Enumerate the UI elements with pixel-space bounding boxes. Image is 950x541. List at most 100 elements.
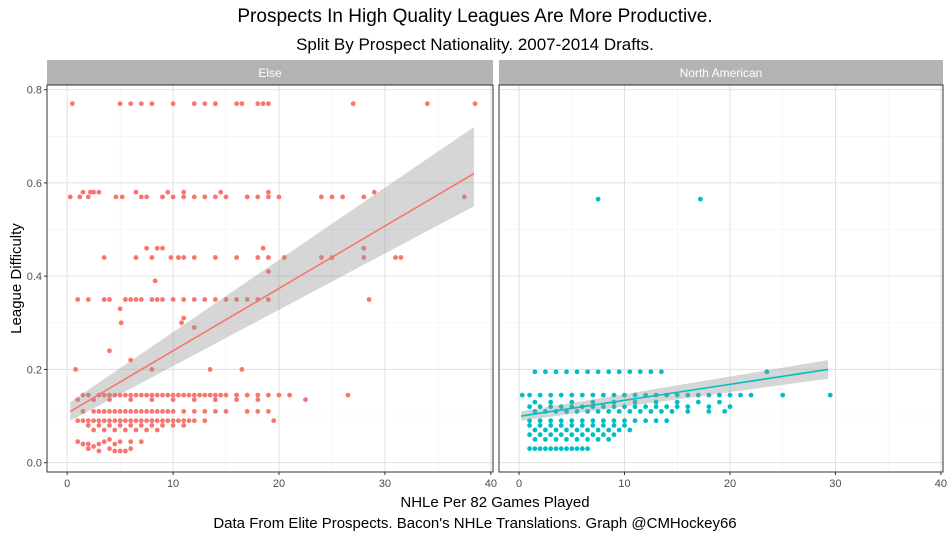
data-point-else [85, 423, 91, 428]
data-point-else [133, 189, 139, 195]
facet-strip-north-american [499, 60, 943, 85]
data-point-else [154, 392, 160, 398]
data-point-north-american [564, 369, 569, 375]
data-point-else [165, 392, 171, 398]
data-point-north-american [579, 446, 585, 452]
data-point-else [118, 320, 124, 326]
data-point-north-american [548, 446, 554, 452]
chart-caption: Data From Elite Prospects. Bacon's NHLe … [213, 515, 737, 532]
data-point-else [107, 392, 112, 398]
data-point-north-american [532, 437, 538, 442]
data-point-north-american [653, 418, 659, 424]
data-point-else [170, 101, 176, 107]
data-point-else [107, 348, 112, 354]
data-point-else [80, 392, 86, 398]
data-point-else [160, 409, 165, 414]
data-point-north-american [574, 369, 580, 375]
data-point-else [85, 441, 91, 447]
data-point-else [398, 255, 404, 260]
data-point-else [168, 255, 174, 260]
data-point-north-american [622, 404, 627, 410]
data-point-north-american [698, 196, 703, 202]
data-point-north-american [664, 404, 670, 410]
data-point-else [138, 194, 144, 200]
data-point-north-american [601, 418, 606, 424]
data-point-north-american [685, 409, 691, 414]
data-point-north-american [537, 432, 543, 438]
data-point-north-american [674, 392, 680, 398]
data-point-else [138, 297, 144, 302]
data-point-else [181, 189, 187, 195]
data-point-north-american [674, 399, 680, 405]
data-point-north-american [664, 418, 670, 424]
data-point-else [207, 392, 213, 398]
data-point-else [123, 448, 128, 454]
data-point-else [75, 297, 81, 302]
confidence-band-north-american [521, 360, 828, 421]
data-point-else [170, 409, 176, 414]
data-point-else [472, 101, 478, 107]
data-point-north-american [585, 427, 590, 433]
y-tick-label: 0.2 [27, 364, 42, 376]
data-point-else [234, 255, 240, 260]
data-point-else [133, 392, 139, 398]
data-point-else [96, 418, 102, 424]
data-point-else [202, 418, 208, 424]
data-point-else [170, 423, 176, 428]
x-tick-label: 20 [273, 478, 285, 490]
data-point-else [223, 392, 229, 398]
data-point-north-american [611, 404, 617, 410]
data-point-else [287, 392, 292, 398]
data-point-else [101, 297, 107, 302]
data-point-else [176, 392, 181, 398]
data-point-else [266, 269, 271, 274]
x-tick-label: 0 [516, 478, 522, 490]
data-point-north-american [632, 404, 638, 410]
data-point-else [117, 392, 123, 398]
data-point-else [329, 194, 335, 200]
data-point-north-american [569, 399, 575, 405]
data-point-north-american [590, 392, 596, 398]
data-point-else [213, 255, 218, 260]
data-point-else [117, 418, 123, 424]
y-tick-label: 0.6 [27, 178, 42, 190]
data-point-else [101, 255, 107, 260]
data-point-else [107, 397, 112, 403]
data-point-else [160, 423, 165, 428]
data-point-else [117, 409, 123, 414]
x-axis-title: NHLe Per 82 Games Played [400, 494, 589, 511]
data-point-north-american [558, 392, 564, 398]
data-point-north-american [585, 446, 590, 452]
data-point-else [91, 418, 96, 424]
data-point-north-american [558, 418, 564, 424]
data-point-else [128, 397, 134, 403]
data-point-north-american [564, 427, 569, 433]
data-point-else [191, 255, 197, 260]
data-point-else [371, 189, 377, 195]
data-point-else [101, 439, 107, 445]
data-point-else [80, 409, 86, 414]
data-point-else [107, 418, 112, 424]
data-point-else [91, 189, 96, 195]
data-point-north-american [722, 409, 728, 414]
data-point-else [223, 194, 229, 200]
data-point-else [181, 255, 187, 260]
x-tick-label: 20 [724, 478, 736, 490]
data-point-else [260, 101, 266, 107]
data-point-north-american [695, 392, 701, 398]
data-point-north-american [748, 392, 754, 398]
data-point-north-american [543, 427, 548, 433]
data-point-else [170, 297, 176, 302]
data-point-north-american [632, 399, 638, 405]
data-point-else [218, 189, 224, 195]
data-point-else [462, 194, 467, 200]
data-point-else [202, 297, 208, 302]
data-point-else [128, 297, 134, 302]
y-axis-title: League Difficulty [8, 223, 25, 334]
data-point-north-american [558, 423, 564, 428]
data-point-north-american [564, 437, 569, 442]
data-point-north-american [590, 418, 596, 424]
data-point-north-american [637, 409, 643, 414]
data-point-else [77, 194, 83, 200]
data-point-else [101, 392, 107, 398]
